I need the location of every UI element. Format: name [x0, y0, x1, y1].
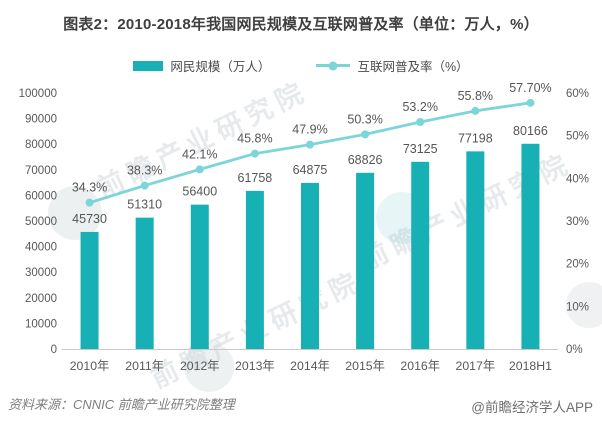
line-marker-2010年: [85, 198, 94, 207]
left-axis-tick-label: 70000: [25, 165, 57, 177]
right-axis-tick-label: 0%: [566, 344, 583, 356]
line-marker-2012年: [195, 165, 204, 174]
left-axis-tick-label: 80000: [25, 139, 57, 151]
bar-2015年: [356, 172, 375, 349]
chart-title: 图表2：2010-2018年我国网民规模及互联网普及率（单位：万人，%）: [63, 16, 539, 33]
left-axis-tick-label: 30000: [25, 267, 57, 279]
line-marker-2014年: [306, 140, 314, 149]
line-marker-2017年: [471, 106, 480, 115]
left-axis-tick-label: 40000: [25, 242, 57, 254]
line-value-label: 53.2%: [402, 100, 437, 114]
bar-value-label: 51310: [127, 198, 162, 212]
left-axis-tick-label: 10000: [25, 318, 57, 330]
x-axis-category-label: 2010年: [70, 359, 110, 373]
left-axis-tick-label: 50000: [25, 216, 57, 228]
x-axis-category-label: 2014年: [290, 359, 330, 373]
x-axis-category-label: 2012年: [180, 359, 220, 373]
bar-2018H1: [521, 143, 540, 349]
line-marker-2018H1: [526, 98, 535, 107]
x-axis-category-label: 2016年: [400, 359, 440, 373]
left-axis-tick-label: 60000: [25, 190, 57, 202]
x-axis-category-label: 2013年: [235, 359, 275, 373]
bar-value-label: 80166: [513, 124, 548, 138]
bar-2012年: [190, 204, 209, 349]
right-axis-tick-label: 60%: [566, 88, 589, 100]
bar-2016年: [411, 161, 430, 349]
bar-value-label: 61758: [238, 171, 273, 185]
right-axis-tick-label: 30%: [566, 216, 589, 228]
left-axis-tick-label: 100000: [19, 88, 57, 100]
left-axis-tick-label: 0: [51, 344, 57, 356]
line-value-label: 45.8%: [237, 132, 272, 146]
right-axis-tick-label: 10%: [566, 301, 589, 313]
line-series-marker-icon: [328, 61, 338, 70]
bar-value-label: 73125: [403, 142, 438, 156]
right-axis-tick-label: 50%: [566, 131, 589, 143]
line-marker-2013年: [250, 149, 259, 158]
bar-value-label: 64875: [293, 163, 328, 177]
x-axis-category-label: 2018H1: [509, 359, 552, 373]
bar-2011年: [135, 217, 154, 349]
line-marker-2015年: [361, 130, 370, 139]
right-axis-tick-label: 20%: [566, 259, 589, 271]
legend-item-line-series: 互联网普及率（%）: [316, 56, 469, 75]
x-axis-category-label: 2017年: [456, 359, 496, 373]
left-axis-tick-label: 20000: [25, 293, 57, 305]
credit-note: @前瞻经济学人APP: [471, 400, 593, 415]
bar-series-swatch-icon: [133, 60, 164, 71]
source-note: 资料来源：CNNIC 前瞻产业研究院整理: [8, 397, 235, 412]
line-value-label: 38.3%: [127, 164, 162, 178]
bar-2013年: [245, 190, 264, 349]
x-axis-category-label: 2015年: [345, 359, 385, 373]
line-value-label: 50.3%: [347, 112, 382, 126]
bar-value-label: 56400: [182, 185, 217, 199]
bar-2010年: [80, 231, 99, 349]
line-value-label: 57.70%: [509, 81, 551, 95]
chart-legend: 网民规模（万人） 互联网普及率（%）: [0, 56, 602, 75]
right-axis-tick-label: 40%: [566, 173, 589, 185]
line-value-label: 55.8%: [458, 89, 493, 103]
line-marker-2011年: [140, 181, 149, 190]
x-axis-category-label: 2011年: [125, 359, 164, 373]
legend-label-bar-series: 网民规模（万人）: [170, 60, 271, 74]
line-value-label: 47.9%: [292, 123, 327, 137]
legend-label-line-series: 互联网普及率（%）: [357, 60, 469, 74]
bar-2017年: [466, 151, 485, 349]
bar-2014年: [301, 182, 319, 349]
line-value-label: 42.1%: [182, 147, 217, 161]
bar-value-label: 45730: [72, 212, 107, 226]
line-marker-2016年: [416, 118, 425, 127]
legend-item-bar-series: 网民规模（万人）: [133, 56, 270, 75]
bar-value-label: 68826: [348, 153, 383, 167]
line-value-label: 34.3%: [72, 181, 107, 195]
line-series-swatch-icon: [316, 61, 351, 70]
left-axis-tick-label: 90000: [25, 114, 57, 126]
bar-value-label: 77198: [458, 131, 493, 145]
